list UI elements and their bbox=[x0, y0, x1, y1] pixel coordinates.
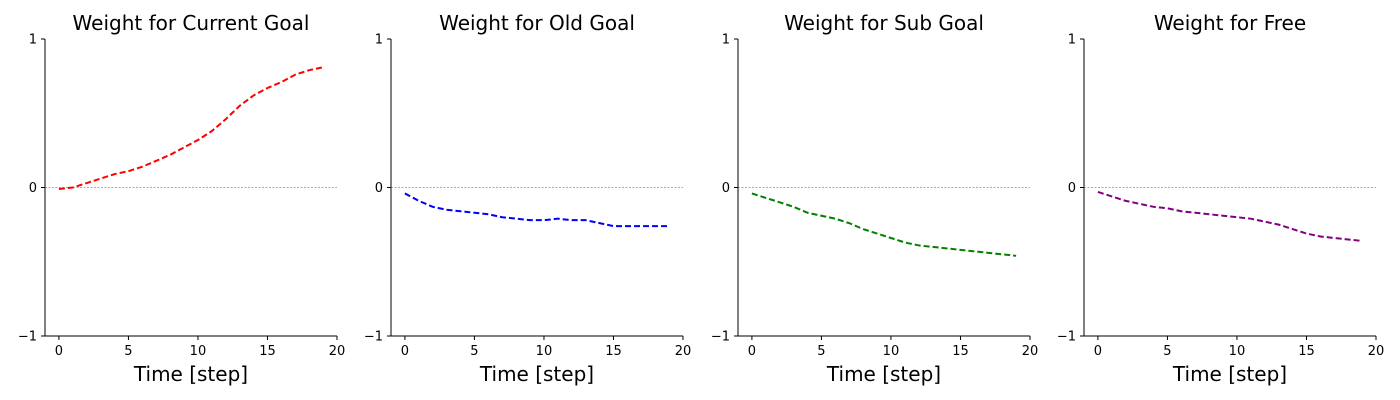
x-tick-label: 10 bbox=[883, 344, 900, 359]
x-tick-label: 10 bbox=[536, 344, 553, 359]
x-axis-label: Time [step] bbox=[1172, 362, 1287, 386]
x-tick-label: 20 bbox=[1368, 344, 1385, 359]
y-tick-label: 0 bbox=[29, 181, 37, 196]
x-tick-label: 5 bbox=[470, 344, 478, 359]
y-tick-label: 1 bbox=[29, 33, 37, 48]
x-tick-label: 15 bbox=[1298, 344, 1315, 359]
x-tick-label: 15 bbox=[952, 344, 969, 359]
y-tick-label: 1 bbox=[722, 33, 730, 48]
y-tick-label: 0 bbox=[375, 181, 383, 196]
y-tick-label: 0 bbox=[1068, 181, 1076, 196]
y-tick-label: 1 bbox=[375, 33, 383, 48]
x-tick-label: 0 bbox=[748, 344, 756, 359]
y-tick-label: −1 bbox=[1057, 330, 1076, 345]
x-tick-label: 10 bbox=[190, 344, 207, 359]
x-tick-label: 20 bbox=[1022, 344, 1039, 359]
y-tick-label: −1 bbox=[364, 330, 383, 345]
x-tick-label: 15 bbox=[259, 344, 276, 359]
chart-panel-3: Weight for Sub Goal 0 5 10 15 20 −1 0 1 Time [ste… bbox=[711, 11, 1038, 386]
chart-panel-4: Weight for Free 0 5 10 15 20 −1 0 1 Time [step] bbox=[1057, 11, 1384, 386]
x-tick-label: 5 bbox=[124, 344, 132, 359]
chart-panel-1: Weight for Current Goal 0 5 10 15 20 −1 0 1 Time … bbox=[18, 11, 345, 386]
x-axis-label: Time [step] bbox=[479, 362, 594, 386]
chart-title: Weight for Free bbox=[1154, 11, 1306, 35]
series-line-1 bbox=[404, 192, 670, 228]
x-tick-label: 0 bbox=[55, 344, 63, 359]
x-tick-label: 0 bbox=[1094, 344, 1102, 359]
chart-panel-2: Weight for Old Goal 0 5 10 15 20 −1 0 1 Time [ste… bbox=[364, 11, 691, 386]
y-tick-label: 0 bbox=[722, 181, 730, 196]
chart-title: Weight for Sub Goal bbox=[784, 11, 984, 35]
x-axis-label: Time [step] bbox=[826, 362, 941, 386]
y-tick-label: −1 bbox=[711, 330, 730, 345]
y-tick-label: 1 bbox=[1068, 33, 1076, 48]
x-tick-label: 0 bbox=[401, 344, 409, 359]
x-tick-label: 15 bbox=[605, 344, 622, 359]
x-tick-label: 5 bbox=[817, 344, 825, 359]
x-tick-label: 5 bbox=[1163, 344, 1171, 359]
x-tick-label: 20 bbox=[329, 344, 346, 359]
y-tick-label: −1 bbox=[18, 330, 37, 345]
series-line-1 bbox=[751, 192, 1017, 257]
series-line-1 bbox=[58, 66, 324, 190]
x-axis-label: Time [step] bbox=[133, 362, 248, 386]
x-tick-label: 20 bbox=[675, 344, 692, 359]
chart-title: Weight for Current Goal bbox=[73, 11, 310, 35]
x-tick-label: 10 bbox=[1229, 344, 1246, 359]
chart-title: Weight for Old Goal bbox=[439, 11, 635, 35]
series-line-1 bbox=[1097, 191, 1363, 242]
